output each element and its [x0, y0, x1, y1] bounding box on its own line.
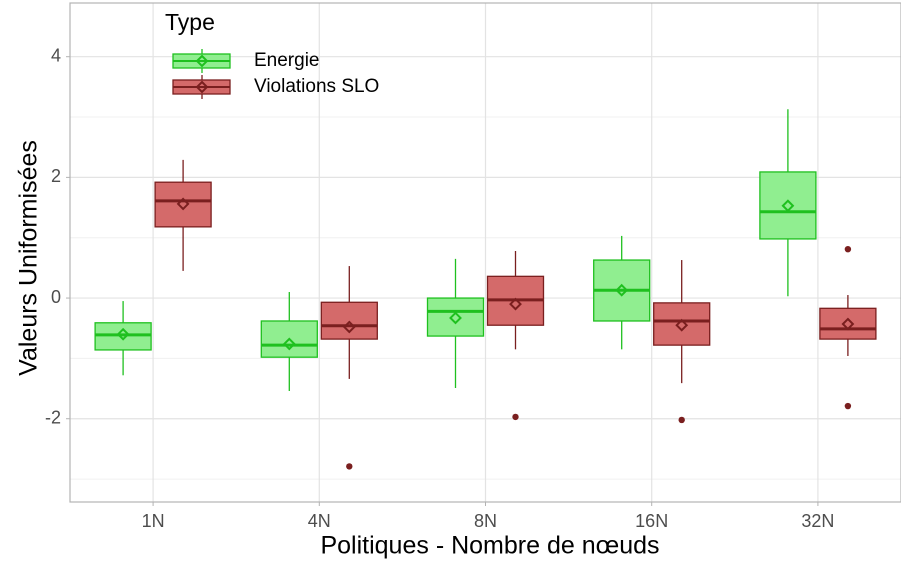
outlier	[844, 245, 852, 253]
y-tick-label: -2	[45, 407, 61, 427]
x-tick-label: 1N	[142, 511, 165, 531]
y-tick-label: 4	[51, 45, 61, 65]
mean-marker	[449, 311, 462, 325]
x-tick-label: 4N	[308, 511, 331, 531]
x-axis-title: Politiques - Nombre de nœuds	[320, 532, 659, 560]
x-tick-label: 8N	[474, 511, 497, 531]
outlier	[346, 463, 353, 470]
panel-border	[69, 2, 901, 503]
mean-marker	[675, 318, 689, 332]
legend-label: Violations SLO	[254, 76, 379, 97]
y-tick-label: 0	[51, 287, 61, 307]
mean-marker	[282, 337, 296, 351]
legend-mean	[195, 54, 209, 68]
legend-title: Type	[165, 9, 215, 35]
box	[653, 302, 711, 346]
outlier	[512, 413, 519, 421]
mean-marker	[176, 197, 190, 211]
mean-marker	[615, 283, 629, 297]
x-tick-label: 32N	[801, 511, 834, 531]
outlier	[844, 402, 852, 410]
legend-mean	[195, 80, 209, 94]
mean-marker	[841, 317, 855, 331]
x-tick-label: 16N	[635, 511, 668, 531]
mean-marker	[781, 199, 795, 213]
mean-marker	[509, 297, 522, 311]
box	[154, 181, 212, 228]
y-tick-label: 2	[51, 166, 61, 186]
box	[759, 171, 817, 240]
y-axis-title: Valeurs Uniformisées	[15, 140, 43, 376]
box	[94, 322, 152, 351]
box	[819, 307, 877, 340]
legend-label: Energie	[254, 50, 320, 71]
outlier	[678, 416, 685, 424]
mean-marker	[116, 327, 130, 341]
box	[426, 297, 485, 337]
mean-marker	[342, 320, 356, 334]
